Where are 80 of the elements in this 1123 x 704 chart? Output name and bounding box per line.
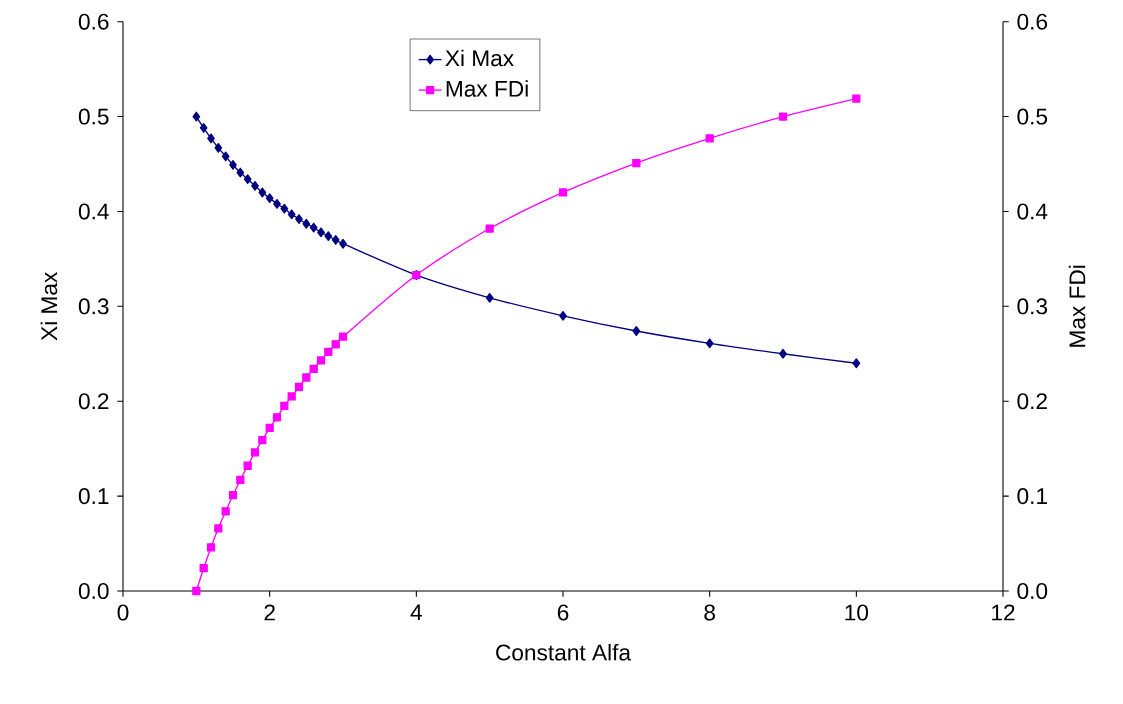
point xyxy=(206,543,216,552)
x-tick-label: 4 xyxy=(410,604,422,621)
y2-tick-label: 0.1 xyxy=(1017,488,1047,505)
point xyxy=(778,112,788,121)
point xyxy=(251,180,259,191)
point xyxy=(485,224,494,233)
legend-label: Xi Max xyxy=(445,49,514,67)
point xyxy=(214,142,223,153)
x-tick-label: 10 xyxy=(845,604,869,621)
point xyxy=(272,413,282,422)
point xyxy=(258,435,267,445)
point xyxy=(236,475,245,485)
y2-tick-label: 0.3 xyxy=(1017,298,1048,315)
point xyxy=(280,203,289,214)
point xyxy=(324,231,333,242)
point xyxy=(287,392,296,401)
point xyxy=(199,123,208,133)
point xyxy=(852,94,861,103)
point xyxy=(558,188,568,197)
point xyxy=(287,209,296,220)
point xyxy=(221,507,230,516)
point xyxy=(207,133,215,144)
y2-tick-label: 0.6 xyxy=(1017,13,1048,30)
point xyxy=(221,151,230,162)
point xyxy=(229,160,237,170)
point xyxy=(302,218,311,229)
y-tick-label: 0.4 xyxy=(78,203,109,220)
point xyxy=(705,134,714,143)
y2-tick-label: 0.0 xyxy=(1017,582,1048,600)
y2-axis-title: Max FDi xyxy=(1068,265,1086,347)
y-tick-label: 0.6 xyxy=(78,13,109,30)
y-tick-label: 0.1 xyxy=(78,488,109,505)
x-tick-label: 6 xyxy=(557,604,569,621)
point xyxy=(309,222,318,233)
y-tick-label: 0.0 xyxy=(78,582,109,600)
point xyxy=(243,461,252,470)
y-tick-label: 0.2 xyxy=(78,393,109,410)
point xyxy=(192,111,201,122)
point xyxy=(265,423,274,432)
point xyxy=(258,187,267,198)
x-tick-label: 8 xyxy=(704,604,715,621)
point xyxy=(559,310,567,321)
y-tick-label: 0.3 xyxy=(78,298,109,315)
point xyxy=(309,364,318,374)
point xyxy=(273,198,281,209)
point xyxy=(199,564,208,573)
point xyxy=(632,326,641,336)
point xyxy=(632,158,641,168)
point xyxy=(338,332,348,341)
point xyxy=(265,193,274,204)
point xyxy=(294,382,304,392)
y2-tick-label: 0.2 xyxy=(1017,393,1047,410)
legend-label: Max FDi xyxy=(446,80,528,97)
point xyxy=(852,358,861,369)
point xyxy=(250,448,260,457)
point xyxy=(317,227,325,238)
x-tick-label: 0 xyxy=(117,604,129,621)
y2-tick-label: 0.5 xyxy=(1017,108,1048,125)
point xyxy=(316,356,326,365)
point xyxy=(339,238,347,249)
x-tick-label: 2 xyxy=(264,604,275,621)
point xyxy=(331,234,340,245)
point xyxy=(324,347,333,357)
point xyxy=(331,340,340,349)
point xyxy=(243,174,252,185)
point xyxy=(280,401,289,411)
point xyxy=(214,524,223,533)
point xyxy=(236,167,245,178)
point xyxy=(302,373,311,382)
point xyxy=(228,491,238,500)
x-tick-label: 12 xyxy=(992,604,1015,621)
point xyxy=(192,586,201,596)
y2-tick-label: 0.4 xyxy=(1017,203,1048,220)
y-tick-label: 0.5 xyxy=(78,108,109,125)
x-axis-title: Constant Alfa xyxy=(496,643,632,661)
point xyxy=(295,214,303,224)
point xyxy=(485,292,494,303)
point xyxy=(705,338,714,349)
y-axis-title: Xi Max xyxy=(40,271,58,341)
point xyxy=(779,348,787,359)
